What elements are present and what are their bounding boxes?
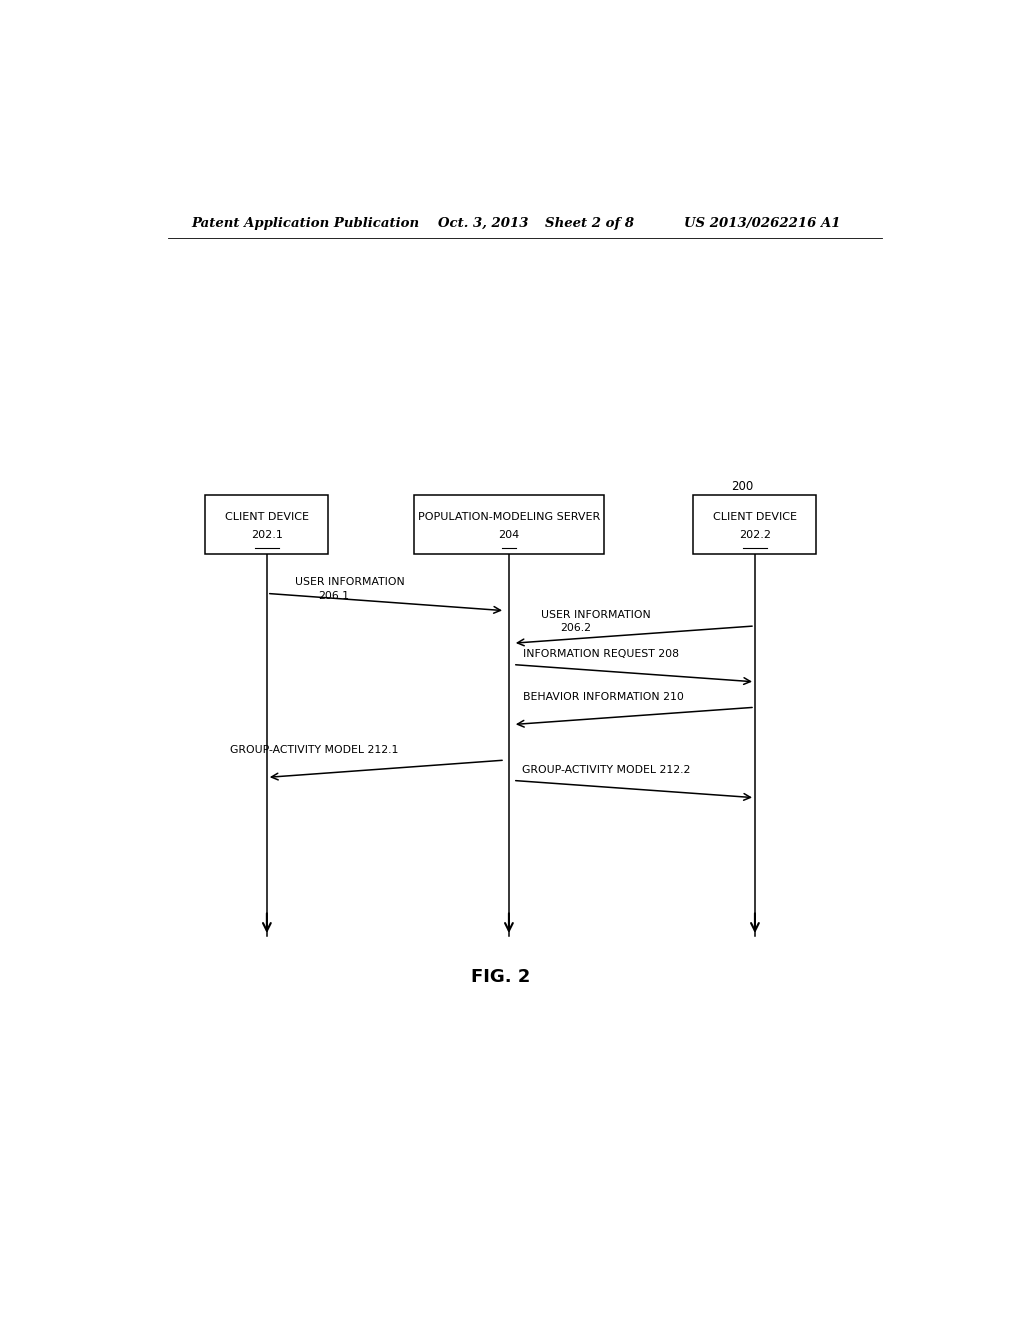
Text: USER INFORMATION: USER INFORMATION	[541, 610, 650, 620]
Text: 204: 204	[499, 529, 519, 540]
Text: CLIENT DEVICE: CLIENT DEVICE	[225, 512, 309, 521]
FancyBboxPatch shape	[206, 495, 329, 554]
Text: GROUP-ACTIVITY MODEL 212.2: GROUP-ACTIVITY MODEL 212.2	[522, 766, 691, 775]
Text: BEHAVIOR INFORMATION 210: BEHAVIOR INFORMATION 210	[523, 692, 684, 702]
FancyBboxPatch shape	[693, 495, 816, 554]
Text: FIG. 2: FIG. 2	[471, 968, 530, 986]
Text: 202.1: 202.1	[251, 529, 283, 540]
Text: GROUP-ACTIVITY MODEL 212.1: GROUP-ACTIVITY MODEL 212.1	[229, 744, 398, 755]
Text: Oct. 3, 2013: Oct. 3, 2013	[437, 216, 528, 230]
Text: 200: 200	[731, 480, 754, 494]
FancyBboxPatch shape	[414, 495, 604, 554]
Text: 202.2: 202.2	[739, 529, 771, 540]
Text: CLIENT DEVICE: CLIENT DEVICE	[713, 512, 797, 521]
Text: Patent Application Publication: Patent Application Publication	[191, 216, 420, 230]
Text: POPULATION-MODELING SERVER: POPULATION-MODELING SERVER	[418, 512, 600, 521]
Text: US 2013/0262216 A1: US 2013/0262216 A1	[684, 216, 840, 230]
Text: 206.2: 206.2	[560, 623, 592, 634]
Text: USER INFORMATION: USER INFORMATION	[295, 577, 404, 587]
Text: 206.1: 206.1	[318, 590, 349, 601]
Text: INFORMATION REQUEST 208: INFORMATION REQUEST 208	[523, 649, 679, 660]
Text: Sheet 2 of 8: Sheet 2 of 8	[545, 216, 634, 230]
